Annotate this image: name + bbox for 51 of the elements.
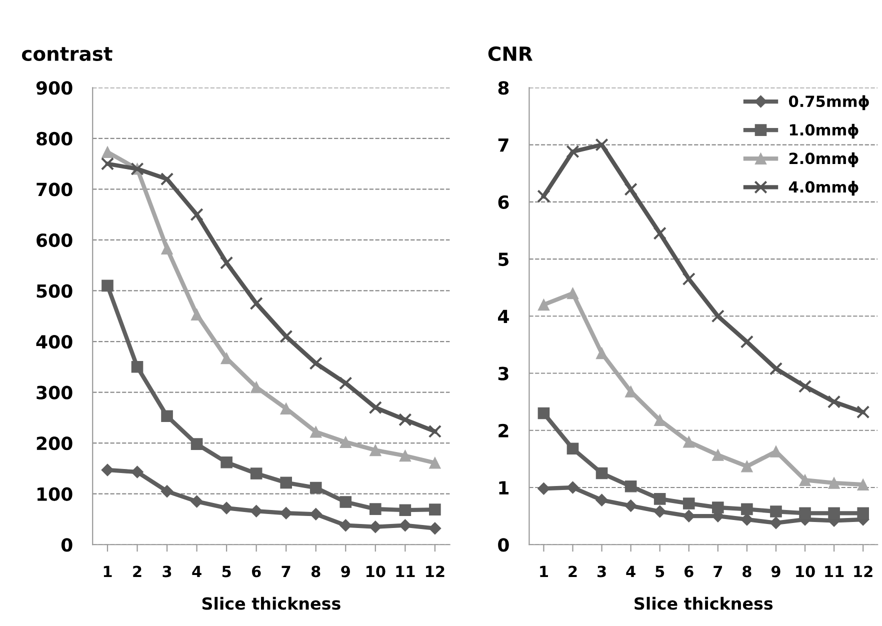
- y-tick-label: 0: [498, 538, 509, 552]
- y-tick-label: 0: [61, 538, 72, 552]
- x-tick-label: 4: [192, 566, 202, 578]
- y-tick-label: 400: [36, 334, 72, 349]
- y-tick-label: 1: [499, 481, 509, 494]
- y-tick-label: 7: [498, 138, 508, 152]
- x-axis-title: Slice thickness: [634, 596, 773, 610]
- x-tick-label: 11: [825, 566, 844, 578]
- legend-label: 1.0mmϕ: [790, 124, 858, 139]
- legend-label: 2.0mmϕ: [789, 152, 858, 168]
- x-tick-label: 12: [854, 566, 872, 578]
- y-tick-label: 800: [36, 132, 72, 146]
- y-tick-label: 6: [498, 195, 509, 209]
- x-tick-label: 5: [656, 566, 664, 578]
- x-tick-label: 11: [396, 566, 415, 578]
- x-tick-label: 8: [742, 566, 752, 578]
- x-tick-label: 6: [252, 566, 261, 578]
- x-tick-label: 2: [568, 566, 577, 578]
- x-tick-label: 3: [162, 566, 172, 578]
- x-tick-label: 8: [311, 566, 320, 578]
- y-tick-label: 500: [36, 284, 72, 298]
- x-tick-label: 1: [104, 566, 112, 578]
- x-tick-label: 5: [222, 566, 231, 578]
- x-tick-label: 9: [341, 566, 350, 578]
- y-tick-label: 8: [498, 81, 509, 95]
- chart-title: CNR: [488, 46, 533, 62]
- y-tick-label: 4: [498, 310, 509, 323]
- legend-label: 0.75mmϕ: [788, 95, 869, 110]
- y-tick-label: 5: [498, 252, 508, 266]
- x-tick-label: 3: [597, 566, 606, 578]
- x-tick-label: 10: [366, 566, 386, 578]
- y-tick-label: 100: [38, 487, 72, 501]
- y-tick-label: 3: [498, 366, 508, 380]
- x-tick-label: 10: [796, 566, 815, 578]
- chart-title: contrast: [22, 47, 112, 62]
- x-tick-label: 1: [540, 566, 548, 578]
- y-tick-label: 300: [36, 386, 72, 400]
- x-tick-label: 9: [771, 566, 780, 578]
- x-tick-label: 7: [714, 566, 722, 578]
- y-tick-label: 200: [36, 436, 72, 450]
- y-tick-label: 600: [36, 233, 72, 248]
- x-tick-label: 12: [426, 566, 444, 578]
- x-tick-label: 4: [626, 566, 636, 578]
- y-tick-label: 900: [36, 81, 72, 95]
- y-tick-label: 2: [498, 424, 508, 438]
- x-tick-label: 2: [133, 566, 142, 578]
- y-tick-label: 700: [36, 182, 72, 196]
- x-tick-label: 6: [684, 566, 694, 578]
- x-tick-label: 7: [282, 566, 290, 578]
- x-axis-title: Slice thickness: [202, 596, 340, 610]
- legend-label: 4.0mmϕ: [788, 180, 858, 196]
